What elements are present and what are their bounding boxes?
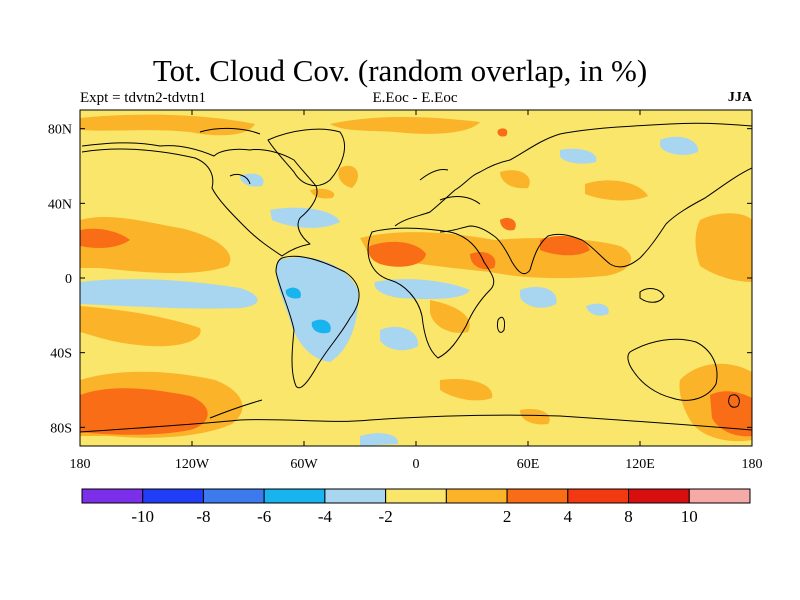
colorbar-label: -6 [257,507,271,526]
colorbar-label: 4 [564,507,573,526]
colorbar-swatch [688,488,751,504]
positive-anomaly-regions [80,114,752,442]
season-label: JJA [727,90,752,105]
lon-tick-label: 180 [70,457,91,472]
chart-title: Tot. Cloud Cov. (random overlap, in %) [152,53,648,88]
colorbar-swatch [567,488,630,504]
colorbar-swatch [324,488,387,504]
colorbar-swatch [506,488,569,504]
colorbar-label: -10 [131,507,154,526]
strong-negative-anomaly-regions [285,287,331,334]
lat-tick-label: 40S [50,347,72,362]
colorbar-label: -4 [318,507,333,526]
colorbar-label: -2 [379,507,393,526]
lon-tick-label: 120W [175,457,210,472]
lat-tick-label: 80N [48,123,72,138]
latitude-axis: 80N 40N 0 40S 80S [48,123,752,436]
colorbar-swatch [202,488,265,504]
longitude-axis: 180 120W 60W 0 60E 120E 180 [70,110,763,472]
colorbar-swatch [445,488,508,504]
variable-subtitle: E.Eoc - E.Eoc [372,90,458,106]
anomaly-field [80,110,752,446]
colorbar-label: 10 [681,507,698,526]
lat-tick-label: 80S [50,421,72,436]
coastlines [80,122,752,433]
strong-positive-anomaly-regions [80,128,752,437]
colorbar-swatch [385,488,447,504]
lon-tick-label: 60W [290,457,318,472]
lon-tick-label: 180 [742,457,763,472]
lon-tick-label: 0 [413,457,420,472]
lon-tick-label: 120E [625,457,655,472]
colorbar: -10 -8 -6 -4 -2 2 4 8 10 [81,488,751,526]
colorbar-label: 2 [503,507,512,526]
colorbar-swatch [628,488,690,504]
lat-tick-label: 0 [65,272,72,287]
lat-tick-label: 40N [48,197,72,212]
experiment-label: Expt = tdvtn2-tdvtn1 [80,90,206,106]
colorbar-label: -8 [196,507,210,526]
colorbar-label: 8 [624,507,633,526]
colorbar-swatch [263,488,326,504]
lon-tick-label: 60E [517,457,540,472]
colorbar-swatch [142,488,204,504]
colorbar-swatch [81,488,144,504]
